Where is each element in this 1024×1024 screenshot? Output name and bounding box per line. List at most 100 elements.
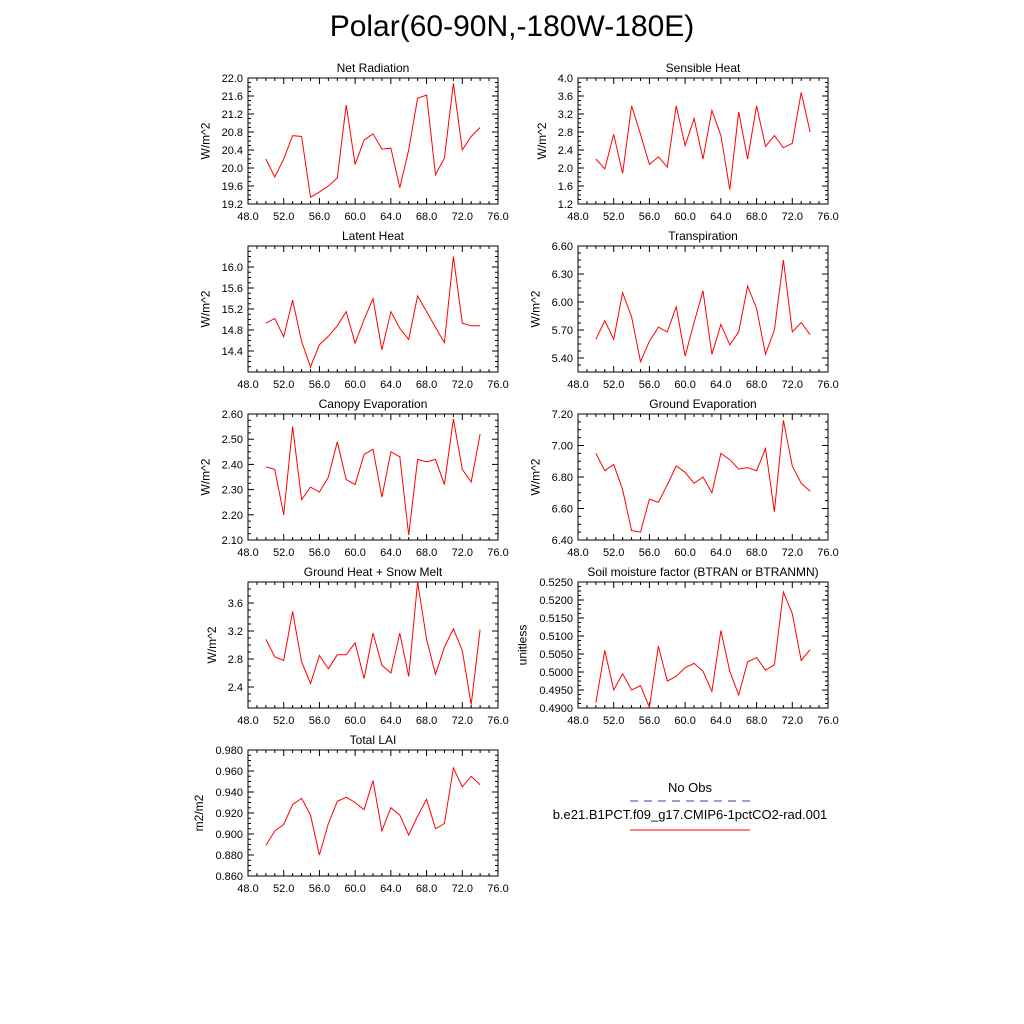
y-tick-label: 2.40 bbox=[222, 459, 243, 471]
series-line bbox=[595, 420, 811, 533]
panel-title: Net Radiation bbox=[337, 61, 410, 75]
x-tick-label: 56.0 bbox=[639, 211, 660, 223]
y-tick-label: 1.6 bbox=[558, 181, 573, 193]
plot-frame bbox=[577, 245, 829, 373]
series-line bbox=[595, 92, 811, 190]
legend-model-label: b.e21.B1PCT.f09_g17.CMIP6-1pctCO2-rad.00… bbox=[553, 807, 828, 822]
y-tick-label: 2.10 bbox=[222, 535, 243, 547]
series-line bbox=[265, 256, 481, 369]
y-tick-label: 14.8 bbox=[222, 325, 243, 337]
x-tick-label: 56.0 bbox=[639, 715, 660, 727]
y-tick-label: 2.60 bbox=[222, 409, 243, 421]
x-tick-label: 64.0 bbox=[380, 883, 401, 895]
y-tick-label: 21.2 bbox=[222, 109, 243, 121]
x-tick-label: 64.0 bbox=[710, 379, 731, 391]
x-tick-label: 52.0 bbox=[273, 379, 294, 391]
x-tick-label: 72.0 bbox=[452, 715, 473, 727]
y-axis-label: W/m^2 bbox=[205, 626, 219, 663]
y-tick-label: 20.8 bbox=[222, 127, 243, 139]
x-tick-label: 68.0 bbox=[416, 379, 437, 391]
chart-panel: 48.0 52.0 56.0 60.0 64.0 68.0 72.0 76.0 5.40 5.70… bbox=[529, 229, 839, 391]
x-tick-label: 48.0 bbox=[237, 547, 258, 559]
y-tick-label: 7.00 bbox=[552, 441, 573, 453]
x-tick-label: 48.0 bbox=[237, 715, 258, 727]
chart-panel: 48.0 52.0 56.0 60.0 64.0 68.0 72.0 76.0 14.4 14.8… bbox=[199, 229, 509, 391]
y-tick-label: 6.60 bbox=[552, 504, 573, 516]
x-tick-label: 60.0 bbox=[344, 883, 365, 895]
x-tick-label: 72.0 bbox=[782, 715, 803, 727]
y-tick-label: 2.8 bbox=[228, 654, 243, 666]
series-line bbox=[595, 259, 811, 364]
x-tick-label: 48.0 bbox=[237, 379, 258, 391]
plot-frame bbox=[247, 77, 499, 205]
y-axis-label: W/m^2 bbox=[199, 458, 213, 495]
plot-frame bbox=[247, 413, 499, 541]
y-tick-label: 2.0 bbox=[558, 163, 573, 175]
y-axis-label: W/m^2 bbox=[529, 290, 543, 327]
x-tick-label: 52.0 bbox=[603, 715, 624, 727]
x-tick-label: 68.0 bbox=[416, 715, 437, 727]
y-tick-label: 2.8 bbox=[558, 127, 573, 139]
panel-title: Total LAI bbox=[350, 733, 397, 747]
y-tick-label: 19.6 bbox=[222, 181, 243, 193]
x-tick-label: 48.0 bbox=[567, 715, 588, 727]
x-tick-label: 64.0 bbox=[710, 547, 731, 559]
x-tick-label: 48.0 bbox=[567, 211, 588, 223]
y-tick-label: 3.2 bbox=[558, 109, 573, 121]
x-tick-label: 56.0 bbox=[309, 547, 330, 559]
x-tick-label: 76.0 bbox=[817, 211, 838, 223]
y-tick-label: 15.6 bbox=[222, 283, 243, 295]
y-tick-label: 0.900 bbox=[215, 829, 243, 841]
series-line bbox=[265, 766, 481, 856]
y-tick-label: 22.0 bbox=[222, 73, 243, 85]
x-tick-label: 60.0 bbox=[674, 379, 695, 391]
series-line bbox=[265, 83, 481, 199]
x-tick-label: 56.0 bbox=[309, 211, 330, 223]
y-axis-label: W/m^2 bbox=[529, 458, 543, 495]
x-tick-label: 68.0 bbox=[746, 211, 767, 223]
x-tick-label: 72.0 bbox=[452, 883, 473, 895]
x-tick-label: 56.0 bbox=[639, 379, 660, 391]
y-tick-label: 3.2 bbox=[228, 626, 243, 638]
chart-panel: 48.0 52.0 56.0 60.0 64.0 68.0 72.0 76.0 19.2 19.6… bbox=[199, 61, 509, 223]
y-tick-label: 3.6 bbox=[558, 91, 573, 103]
y-tick-label: 2.20 bbox=[222, 510, 243, 522]
x-tick-label: 68.0 bbox=[416, 211, 437, 223]
x-tick-label: 56.0 bbox=[309, 379, 330, 391]
x-tick-label: 76.0 bbox=[817, 547, 838, 559]
x-tick-label: 52.0 bbox=[603, 379, 624, 391]
y-tick-label: 2.30 bbox=[222, 485, 243, 497]
x-tick-label: 72.0 bbox=[782, 547, 803, 559]
x-tick-label: 64.0 bbox=[710, 211, 731, 223]
panel-title: Ground Evaporation bbox=[649, 397, 756, 411]
x-tick-label: 76.0 bbox=[487, 211, 508, 223]
panel-title: Soil moisture factor (BTRAN or BTRANMN) bbox=[587, 565, 818, 579]
chart-panel: 48.0 52.0 56.0 60.0 64.0 68.0 72.0 76.0 0.4900 0.… bbox=[515, 565, 838, 727]
y-tick-label: 7.20 bbox=[552, 409, 573, 421]
y-tick-label: 14.4 bbox=[222, 346, 243, 358]
x-tick-label: 68.0 bbox=[416, 883, 437, 895]
x-tick-label: 52.0 bbox=[273, 211, 294, 223]
x-tick-label: 52.0 bbox=[273, 715, 294, 727]
y-tick-label: 0.4900 bbox=[539, 703, 573, 715]
x-tick-label: 72.0 bbox=[782, 379, 803, 391]
x-tick-label: 60.0 bbox=[344, 379, 365, 391]
x-tick-label: 64.0 bbox=[380, 379, 401, 391]
x-tick-label: 76.0 bbox=[487, 547, 508, 559]
x-tick-label: 48.0 bbox=[567, 547, 588, 559]
y-tick-label: 6.60 bbox=[552, 241, 573, 253]
y-tick-label: 0.980 bbox=[215, 745, 243, 757]
x-tick-label: 68.0 bbox=[746, 379, 767, 391]
plot-frame bbox=[577, 581, 829, 709]
y-tick-label: 0.5150 bbox=[539, 613, 573, 625]
y-tick-label: 2.4 bbox=[228, 682, 243, 694]
y-tick-label: 0.880 bbox=[215, 850, 243, 862]
y-tick-label: 21.6 bbox=[222, 91, 243, 103]
panel-title: Sensible Heat bbox=[666, 61, 741, 75]
y-tick-label: 6.80 bbox=[552, 472, 573, 484]
x-tick-label: 76.0 bbox=[487, 883, 508, 895]
y-tick-label: 0.940 bbox=[215, 787, 243, 799]
y-tick-label: 0.5100 bbox=[539, 631, 573, 643]
y-axis-label: m2/m2 bbox=[192, 794, 206, 831]
